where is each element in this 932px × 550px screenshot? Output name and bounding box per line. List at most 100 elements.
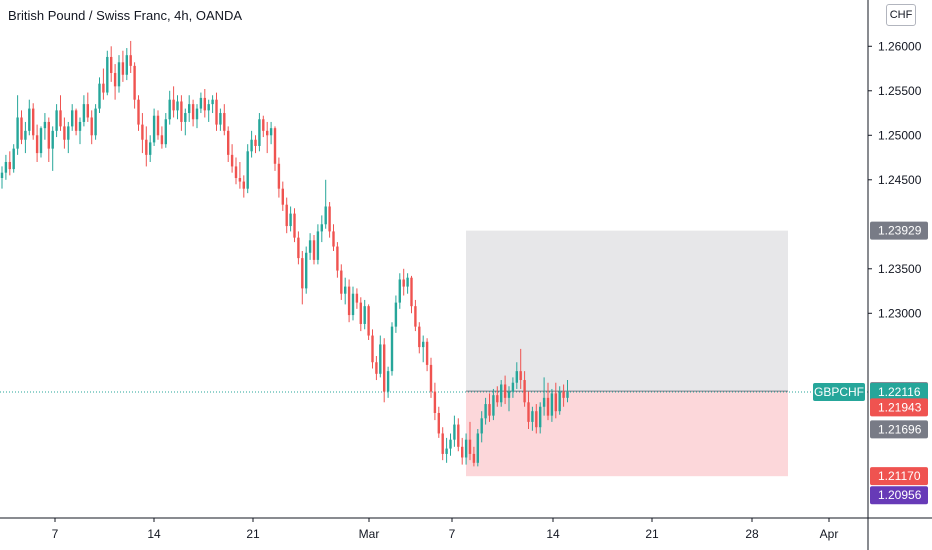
candle-body — [102, 83, 105, 93]
candle-body — [125, 55, 128, 75]
candle-body — [176, 101, 179, 111]
candle-body — [71, 110, 74, 127]
candle-body — [219, 113, 222, 125]
candle-body — [293, 213, 296, 238]
candle-body — [168, 99, 171, 120]
candle-body — [414, 306, 417, 327]
x-tick-label: 14 — [546, 527, 560, 541]
candle-body — [359, 302, 362, 324]
y-tick-label: 1.25500 — [878, 84, 922, 98]
candle-body — [203, 97, 206, 111]
price-tag — [870, 486, 928, 505]
candle-body — [562, 391, 565, 398]
candle-body — [383, 344, 386, 392]
candle-body — [4, 161, 8, 173]
candle-body — [55, 110, 58, 131]
candle-body — [468, 439, 472, 454]
candle-body — [519, 371, 522, 381]
candle-body — [312, 240, 316, 260]
candle-body — [367, 306, 370, 336]
candle-body — [328, 206, 331, 232]
x-tick-label: 7 — [52, 527, 59, 541]
candle-body — [550, 393, 554, 416]
x-tick-label: 21 — [246, 527, 260, 541]
candle-body — [523, 380, 526, 403]
candle-body — [488, 404, 491, 416]
candle-body — [398, 279, 401, 303]
candle-body — [180, 101, 183, 122]
candle-body — [285, 204, 288, 227]
candle-body — [320, 224, 323, 232]
candle-body — [344, 286, 347, 294]
candle-body — [98, 83, 101, 109]
candle-body — [308, 240, 312, 253]
candle-body — [266, 130, 269, 136]
candle-body — [476, 433, 479, 463]
candle-body — [496, 395, 499, 403]
candle-body — [32, 108, 35, 136]
candle-body — [539, 406, 542, 428]
candle-body — [35, 135, 39, 154]
candle-body — [324, 206, 327, 225]
price-axis-bg — [868, 0, 932, 550]
x-tick-label: 28 — [745, 527, 759, 541]
candle-body — [507, 391, 511, 398]
candle-body — [43, 121, 47, 129]
candle-body — [355, 293, 359, 303]
candle-body — [164, 119, 167, 145]
candle-body — [246, 151, 249, 189]
candle-body — [110, 56, 113, 73]
candle-body — [106, 56, 109, 93]
chart-title: British Pound / Swiss Franc, 4h, OANDA — [8, 8, 243, 23]
candle-body — [223, 113, 226, 131]
candle-body — [386, 371, 390, 392]
candle-body — [250, 139, 253, 152]
candle-body — [188, 104, 191, 114]
candle-body — [480, 418, 483, 434]
candle-body — [453, 424, 456, 440]
candle-body — [152, 115, 156, 143]
candle-body — [535, 411, 538, 428]
candle-body — [90, 117, 93, 136]
candle-body — [242, 181, 245, 189]
candle-body — [558, 391, 561, 412]
candle-body — [211, 99, 214, 105]
candle-body — [254, 139, 257, 146]
candle-body — [16, 117, 19, 149]
candle-body — [129, 55, 132, 66]
candle-body — [297, 237, 300, 259]
candle-body — [12, 148, 15, 170]
candle-body — [51, 130, 54, 149]
y-tick-label: 1.23000 — [878, 306, 922, 320]
y-tick-label: 1.25000 — [878, 128, 922, 142]
candle-body — [289, 213, 292, 227]
candle-body — [554, 393, 557, 412]
price-tag — [870, 398, 928, 417]
candle-body — [449, 439, 452, 449]
candle-body — [375, 362, 378, 374]
time-axis-bg — [0, 518, 932, 550]
candle-body — [149, 142, 152, 155]
candle-body — [332, 231, 335, 247]
y-tick-label: 1.26000 — [878, 39, 922, 53]
candle-body — [82, 104, 86, 122]
candle-body — [215, 99, 218, 125]
candle-body — [117, 62, 121, 87]
candle-body — [484, 404, 487, 419]
candle-body — [238, 178, 242, 182]
candle-body — [437, 412, 440, 434]
currency-badge[interactable]: CHF — [886, 4, 916, 26]
candle-body — [546, 397, 550, 416]
price-tag-label: 1.23929 — [878, 224, 922, 238]
price-tag-label: 1.22116 — [878, 385, 921, 399]
candle-body — [542, 397, 546, 407]
candle-body — [461, 446, 464, 458]
candle-body — [74, 110, 78, 131]
candle-body — [492, 395, 495, 416]
candle-body — [390, 326, 394, 372]
candle-body — [566, 391, 569, 398]
candle-body — [281, 188, 284, 205]
candle-body — [20, 117, 23, 140]
